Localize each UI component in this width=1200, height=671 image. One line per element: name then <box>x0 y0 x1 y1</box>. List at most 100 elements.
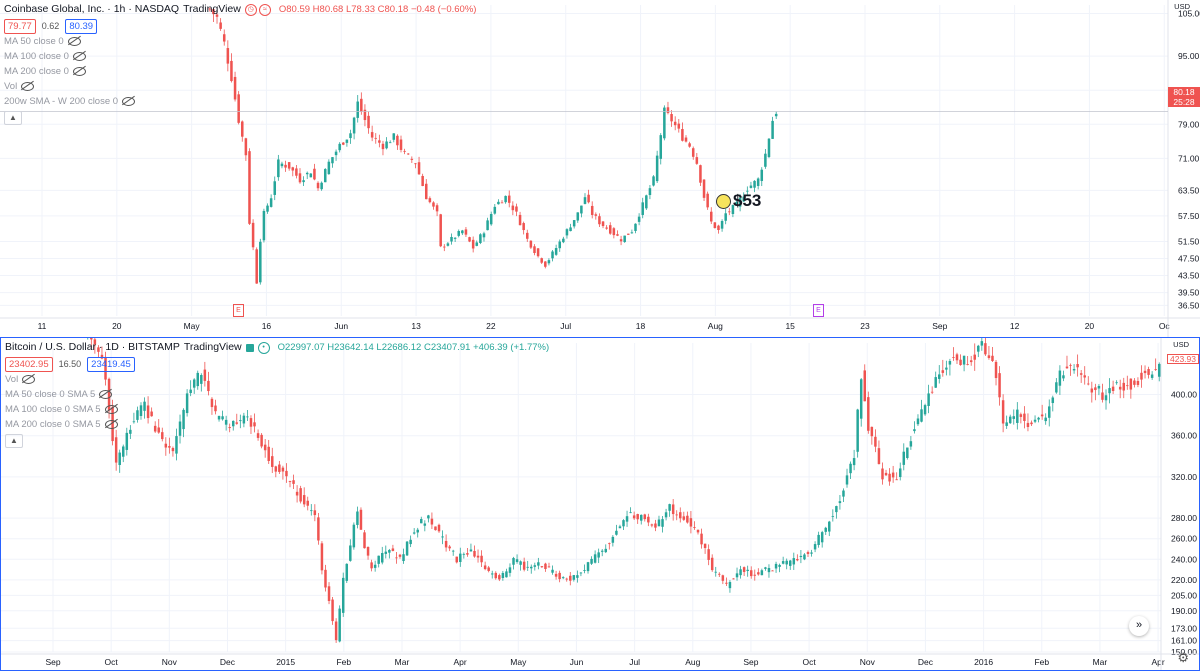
candle[interactable] <box>842 488 845 503</box>
candle[interactable] <box>392 133 396 143</box>
candle[interactable] <box>428 196 432 204</box>
candle[interactable] <box>554 244 558 256</box>
candle[interactable] <box>331 157 334 168</box>
candle[interactable] <box>192 378 196 394</box>
candle[interactable] <box>338 605 341 643</box>
candle[interactable] <box>540 257 543 265</box>
candle[interactable] <box>281 465 285 480</box>
candle[interactable] <box>1005 415 1008 429</box>
candle[interactable] <box>540 566 544 569</box>
candle[interactable] <box>753 180 756 193</box>
candle[interactable] <box>681 122 684 142</box>
x-axis[interactable]: 11 20 May 16 Jun 13 22 Jul 18 Aug 15 23 Sep 12 20 Oc <box>38 321 1171 331</box>
candle[interactable] <box>562 236 565 244</box>
candle[interactable] <box>466 547 469 557</box>
candle[interactable] <box>349 539 352 562</box>
candle[interactable] <box>529 240 533 250</box>
candle[interactable] <box>622 519 625 531</box>
candle[interactable] <box>443 244 446 252</box>
candle[interactable] <box>208 7 212 12</box>
candle[interactable] <box>760 568 764 576</box>
candle[interactable] <box>966 355 969 366</box>
candle[interactable] <box>403 148 406 155</box>
candle[interactable] <box>594 212 598 220</box>
candle[interactable] <box>210 397 214 415</box>
hidden-eye-icon[interactable] <box>99 390 113 399</box>
candle[interactable] <box>196 370 199 390</box>
candle[interactable] <box>654 519 657 532</box>
candle[interactable] <box>1083 366 1086 385</box>
candle[interactable] <box>569 571 572 586</box>
candle[interactable] <box>682 511 686 521</box>
candle[interactable] <box>512 556 515 570</box>
candle[interactable] <box>423 520 427 532</box>
candle[interactable] <box>430 512 434 529</box>
coinbase-bid[interactable]: 79.77 <box>4 19 36 34</box>
candle[interactable] <box>679 507 682 523</box>
candle[interactable] <box>448 544 451 552</box>
candle[interactable] <box>153 421 157 433</box>
candle[interactable] <box>129 425 132 440</box>
candle[interactable] <box>161 427 164 442</box>
gear-icon[interactable]: ⚙ <box>1177 650 1189 665</box>
candle[interactable] <box>820 530 824 548</box>
candle[interactable] <box>90 338 93 349</box>
candle[interactable] <box>558 570 561 583</box>
candle[interactable] <box>359 507 363 530</box>
candle[interactable] <box>1072 364 1076 374</box>
candle[interactable] <box>856 408 859 458</box>
candle[interactable] <box>1090 381 1094 403</box>
candle[interactable] <box>490 570 494 579</box>
candle[interactable] <box>1097 384 1101 396</box>
candle[interactable] <box>547 562 551 568</box>
candle[interactable] <box>675 510 678 521</box>
candle[interactable] <box>828 520 831 537</box>
candle[interactable] <box>342 142 345 146</box>
candle[interactable] <box>757 568 760 576</box>
candle[interactable] <box>446 241 450 247</box>
candle[interactable] <box>298 168 302 184</box>
candle[interactable] <box>593 550 597 564</box>
coinbase-chart-pane[interactable]: 105.0095.0087.0079.0071.0063.5057.5051.5… <box>0 0 1200 337</box>
candle[interactable] <box>246 410 249 422</box>
candle[interactable] <box>605 225 608 230</box>
candle[interactable] <box>739 565 742 579</box>
candle[interactable] <box>280 161 284 169</box>
candle[interactable] <box>526 229 529 242</box>
candle[interactable] <box>636 513 639 524</box>
candle[interactable] <box>980 338 984 351</box>
candle[interactable] <box>136 406 139 423</box>
y-axis[interactable]: 400.00 360.00 320.00 280.00 260.00 240.00 220.… <box>1171 390 1197 658</box>
candle[interactable] <box>597 548 600 564</box>
candle[interactable] <box>299 485 302 504</box>
candle[interactable] <box>537 557 540 570</box>
candle[interactable] <box>720 219 724 232</box>
candle[interactable] <box>796 554 799 562</box>
candle[interactable] <box>569 223 572 232</box>
candle[interactable] <box>515 203 518 217</box>
candle[interactable] <box>215 11 219 24</box>
candle[interactable] <box>941 359 945 377</box>
candle[interactable] <box>572 574 576 582</box>
candle[interactable] <box>648 184 652 200</box>
candle[interactable] <box>916 414 920 427</box>
indicator-ma50[interactable]: MA 50 close 0 SMA 5 <box>5 387 549 402</box>
candle[interactable] <box>728 580 732 593</box>
candle[interactable] <box>259 238 262 285</box>
x-axis[interactable]: Sep Oct Nov Dec 2015 Feb Mar Apr May Jun Jul Aug Sep… <box>45 657 1164 667</box>
candle[interactable] <box>849 461 852 479</box>
candle[interactable] <box>565 228 569 239</box>
candle[interactable] <box>1087 376 1090 386</box>
scroll-to-realtime-button[interactable]: » <box>1129 616 1149 636</box>
candle[interactable] <box>416 527 419 538</box>
indicator-ma50[interactable]: MA 50 close 0 <box>4 34 476 49</box>
candle[interactable] <box>710 554 714 572</box>
candle[interactable] <box>185 389 189 417</box>
bitcoin-chart-pane[interactable]: 400.00 360.00 320.00 280.00 260.00 240.00 220.… <box>0 337 1200 671</box>
candle[interactable] <box>1129 378 1133 399</box>
market-open-icon[interactable]: • <box>257 341 270 354</box>
candle[interactable] <box>583 564 586 574</box>
candle[interactable] <box>125 427 129 456</box>
candle[interactable] <box>735 200 738 206</box>
candle[interactable] <box>536 247 540 258</box>
